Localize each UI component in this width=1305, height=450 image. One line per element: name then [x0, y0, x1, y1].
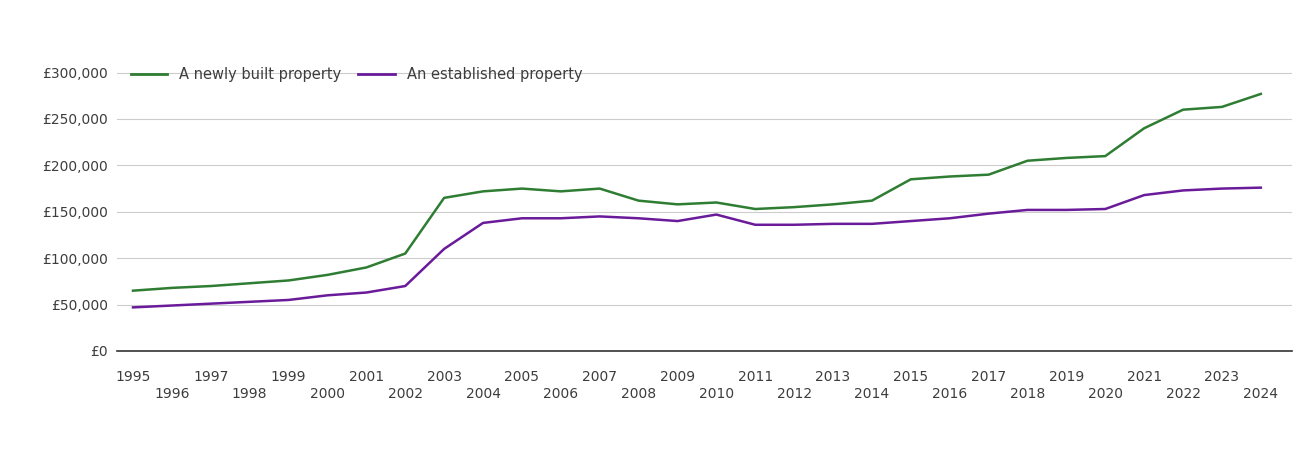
Text: 2013: 2013 [816, 370, 851, 384]
A newly built property [436, 195, 452, 201]
A newly built property [1058, 155, 1074, 161]
A newly built property [553, 189, 569, 194]
An established property [981, 211, 997, 216]
A newly built property [164, 285, 180, 291]
An established property [709, 212, 724, 217]
An established property [398, 284, 414, 289]
A newly built property [398, 251, 414, 256]
Text: 2002: 2002 [388, 387, 423, 401]
An established property [787, 222, 803, 228]
Text: 2024: 2024 [1244, 387, 1279, 401]
An established property [1058, 207, 1074, 213]
Text: 2000: 2000 [311, 387, 345, 401]
A newly built property [281, 278, 296, 283]
A newly built property [1098, 153, 1113, 159]
A newly built property [864, 198, 880, 203]
An established property [864, 221, 880, 226]
An established property [204, 301, 219, 306]
Text: 1995: 1995 [115, 370, 150, 384]
An established property [1253, 185, 1268, 190]
Text: 2006: 2006 [543, 387, 578, 401]
Text: 2011: 2011 [737, 370, 773, 384]
Text: 2007: 2007 [582, 370, 617, 384]
Text: 2022: 2022 [1165, 387, 1201, 401]
Line: An established property: An established property [133, 188, 1261, 307]
An established property [436, 246, 452, 252]
A newly built property [125, 288, 141, 293]
An established property [630, 216, 646, 221]
Text: 2019: 2019 [1049, 370, 1084, 384]
A newly built property [709, 200, 724, 205]
An established property [241, 299, 257, 305]
Text: 2023: 2023 [1205, 370, 1240, 384]
A newly built property [942, 174, 958, 179]
A newly built property [1214, 104, 1229, 110]
Text: 2012: 2012 [776, 387, 812, 401]
Text: 2016: 2016 [932, 387, 967, 401]
A newly built property [1019, 158, 1035, 163]
A newly built property [981, 172, 997, 177]
Text: 1998: 1998 [232, 387, 268, 401]
Line: A newly built property: A newly built property [133, 94, 1261, 291]
Text: 2017: 2017 [971, 370, 1006, 384]
A newly built property [514, 186, 530, 191]
An established property [748, 222, 763, 228]
An established property [359, 290, 375, 295]
An established property [1137, 193, 1152, 198]
An established property [1176, 188, 1191, 193]
A newly built property [1137, 126, 1152, 131]
An established property [592, 214, 608, 219]
Text: 2004: 2004 [466, 387, 501, 401]
A newly built property [1253, 91, 1268, 97]
An established property [553, 216, 569, 221]
Text: 2015: 2015 [893, 370, 928, 384]
A newly built property [903, 176, 919, 182]
Text: 2020: 2020 [1088, 387, 1122, 401]
A newly built property [787, 204, 803, 210]
A newly built property [204, 284, 219, 289]
An established property [942, 216, 958, 221]
Legend: A newly built property, An established property: A newly built property, An established p… [125, 61, 589, 88]
Text: 2018: 2018 [1010, 387, 1045, 401]
An established property [903, 218, 919, 224]
Text: 1997: 1997 [193, 370, 228, 384]
Text: 2014: 2014 [855, 387, 890, 401]
An established property [164, 303, 180, 308]
A newly built property [320, 272, 335, 278]
Text: 1999: 1999 [271, 370, 307, 384]
A newly built property [359, 265, 375, 270]
A newly built property [825, 202, 840, 207]
An established property [125, 305, 141, 310]
Text: 2008: 2008 [621, 387, 656, 401]
An established property [1214, 186, 1229, 191]
An established property [320, 292, 335, 298]
An established property [1019, 207, 1035, 213]
An established property [669, 218, 685, 224]
A newly built property [1176, 107, 1191, 112]
An established property [514, 216, 530, 221]
Text: 2010: 2010 [698, 387, 733, 401]
Text: 2005: 2005 [505, 370, 539, 384]
A newly built property [241, 280, 257, 286]
A newly built property [475, 189, 491, 194]
A newly built property [669, 202, 685, 207]
An established property [281, 297, 296, 303]
A newly built property [592, 186, 608, 191]
A newly built property [630, 198, 646, 203]
Text: 2003: 2003 [427, 370, 462, 384]
Text: 2001: 2001 [348, 370, 384, 384]
Text: 2009: 2009 [660, 370, 696, 384]
An established property [475, 220, 491, 225]
A newly built property [748, 206, 763, 211]
Text: 1996: 1996 [154, 387, 189, 401]
Text: 2021: 2021 [1126, 370, 1161, 384]
An established property [825, 221, 840, 226]
An established property [1098, 206, 1113, 211]
